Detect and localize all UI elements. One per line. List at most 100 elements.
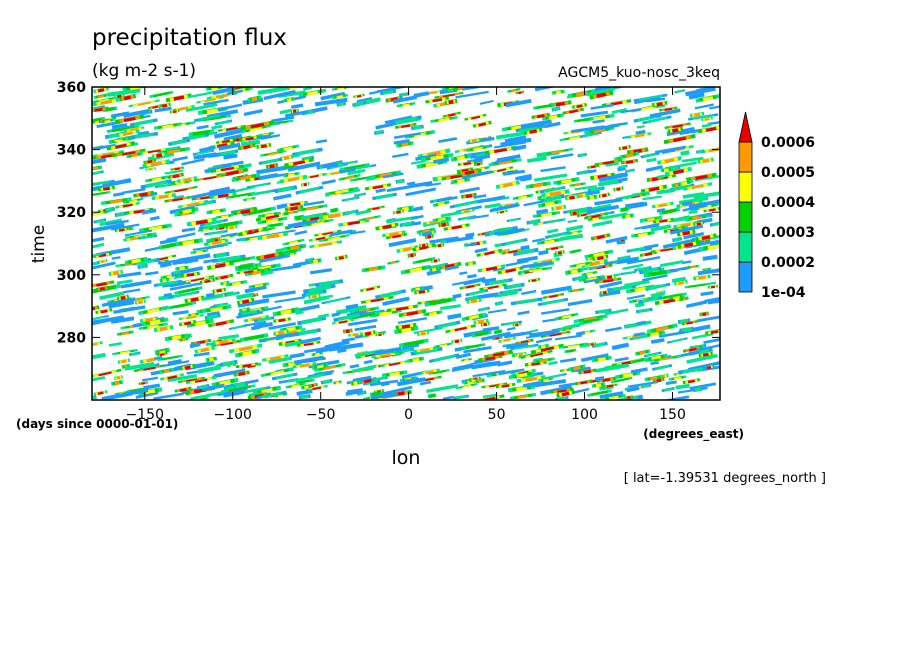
- x-tick-label: 0: [404, 407, 413, 423]
- field-contour: [147, 160, 153, 164]
- field-contour: [102, 292, 121, 300]
- field-contour: [112, 270, 120, 276]
- field-contour: [504, 331, 525, 339]
- field-contour: [283, 146, 293, 151]
- field-contour: [549, 191, 562, 197]
- field-contour: [195, 219, 208, 225]
- field-contour: [92, 157, 107, 166]
- field-contour: [555, 101, 565, 107]
- field-contour: [663, 387, 673, 392]
- field-contour: [291, 384, 300, 388]
- field-contour: [158, 194, 169, 200]
- field-contour: [483, 322, 488, 327]
- field-contour: [477, 319, 485, 324]
- field-contour: [254, 283, 264, 288]
- field-contour: [712, 221, 720, 227]
- field-contour: [203, 98, 229, 106]
- field-contour: [438, 117, 450, 122]
- field-contour: [407, 340, 421, 346]
- field-contour: [238, 345, 253, 352]
- field-contour: [205, 292, 215, 298]
- field-contour: [309, 268, 333, 275]
- field-contour: [592, 251, 605, 258]
- field-contour: [702, 312, 707, 317]
- field-contour: [171, 335, 182, 341]
- field-contour: [233, 382, 246, 388]
- field-contour: [627, 396, 631, 399]
- field-contour: [388, 238, 417, 248]
- field-contour: [251, 96, 258, 102]
- field-contour: [601, 193, 607, 198]
- field-contour: [473, 194, 487, 199]
- field-contour: [698, 212, 710, 218]
- field-contour: [465, 194, 473, 199]
- field-contour: [186, 133, 206, 141]
- field-contour: [643, 152, 657, 158]
- field-contour: [271, 115, 295, 123]
- field-contour: [246, 198, 252, 201]
- field-contour: [522, 127, 536, 133]
- field-contour: [569, 195, 575, 200]
- field-contour: [548, 232, 567, 239]
- field-contour: [290, 206, 299, 211]
- field-contour: [312, 386, 322, 391]
- colorbar-label: 1e-04: [761, 285, 806, 301]
- field-contour: [336, 95, 344, 99]
- field-contour: [293, 355, 325, 365]
- field-contour: [401, 327, 412, 333]
- field-contour: [249, 126, 263, 132]
- field-contour: [533, 379, 567, 388]
- field-contour: [497, 292, 514, 298]
- field-contour: [173, 270, 181, 275]
- field-contour: [464, 170, 475, 175]
- field-contour: [528, 268, 543, 273]
- field-contour: [689, 210, 697, 214]
- field-contour: [682, 367, 703, 374]
- field-contour: [201, 366, 218, 373]
- field-contour: [575, 330, 586, 336]
- field-contour: [256, 165, 287, 175]
- field-contour: [707, 298, 720, 305]
- field-contour: [462, 384, 472, 389]
- field-contour: [683, 232, 705, 240]
- field-contour: [570, 269, 579, 275]
- field-contour: [658, 357, 672, 361]
- field-contour: [471, 139, 478, 143]
- field-contour: [350, 169, 363, 175]
- field-contour: [678, 324, 711, 335]
- field-contour: [202, 398, 207, 400]
- y-tick-label: 280: [57, 330, 86, 346]
- field-contour: [659, 189, 673, 194]
- field-contour: [589, 195, 595, 200]
- field-contour: [673, 136, 687, 143]
- field-contour: [671, 266, 689, 272]
- field-contour: [695, 174, 708, 180]
- field-contour: [243, 108, 263, 117]
- field-contour: [674, 183, 679, 188]
- field-contour: [641, 296, 659, 303]
- field-contour: [232, 281, 241, 286]
- field-contour: [465, 285, 475, 289]
- y-tick-label: 300: [57, 268, 86, 284]
- field-contour: [147, 149, 161, 154]
- field-contour: [149, 319, 161, 325]
- field-contour: [276, 203, 288, 210]
- field-contour: [635, 129, 646, 135]
- field-contour: [611, 342, 630, 351]
- field-contour: [467, 295, 479, 301]
- field-contour: [286, 326, 296, 332]
- field-contour: [646, 352, 660, 357]
- field-contour: [406, 310, 419, 316]
- field-contour: [683, 242, 694, 248]
- field-contour: [115, 143, 127, 149]
- field-contour: [210, 306, 223, 312]
- field-contour: [265, 214, 280, 220]
- field-contour: [468, 344, 479, 349]
- field-contour: [349, 364, 360, 369]
- field-contour: [685, 157, 701, 162]
- y-axis-units: (days since 0000-01-01): [16, 417, 178, 431]
- field-contour: [204, 279, 211, 283]
- field-contour: [638, 308, 651, 313]
- field-contour: [665, 209, 674, 214]
- field-contour: [321, 162, 339, 169]
